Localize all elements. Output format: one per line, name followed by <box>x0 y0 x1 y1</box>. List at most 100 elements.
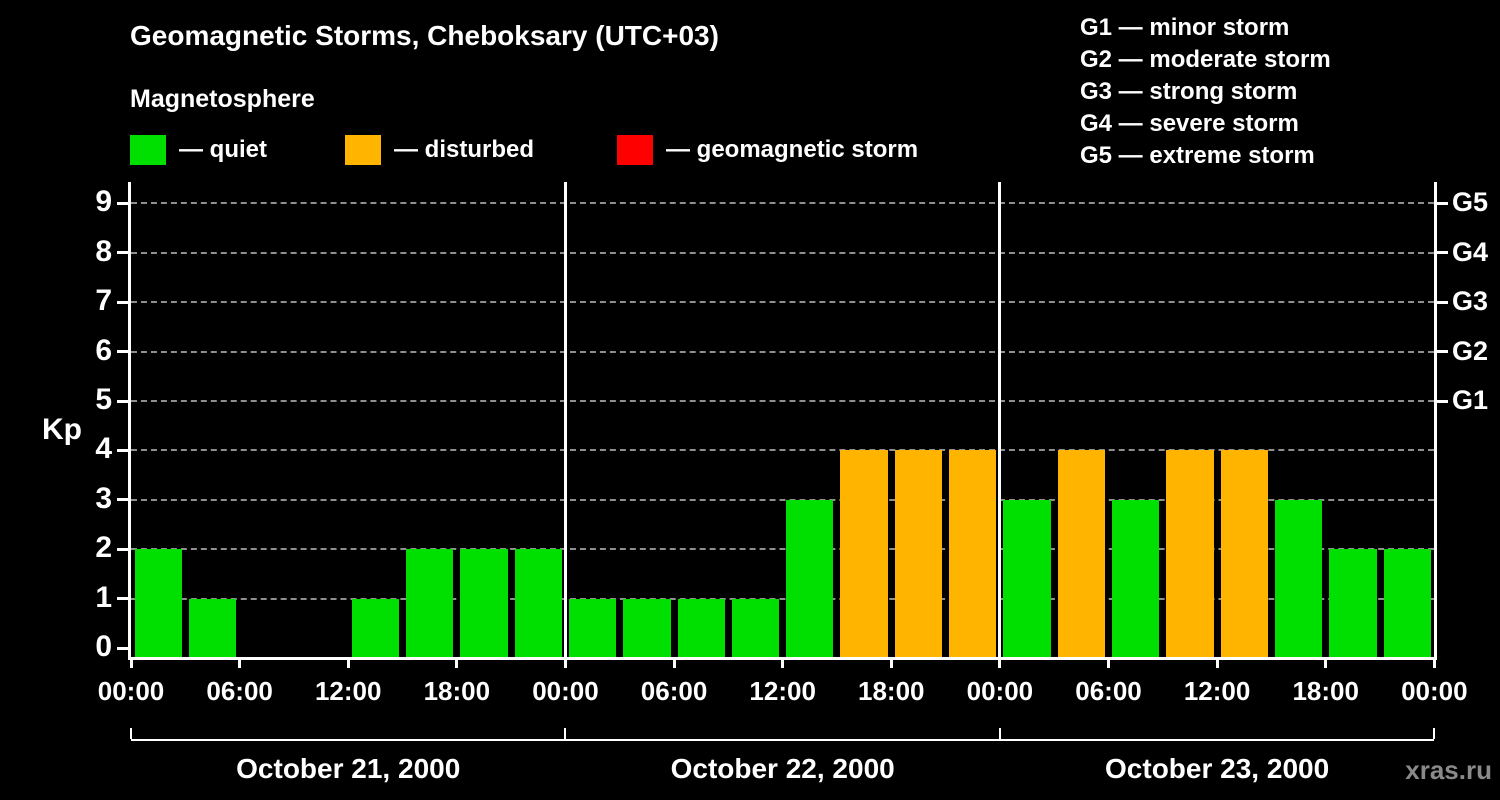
kp-bar <box>786 499 834 657</box>
storm-scale-line: G1 — minor storm <box>1080 14 1290 41</box>
day-divider-line <box>998 182 1002 657</box>
gridline-kp-1 <box>131 597 1435 600</box>
g-scale-label: G4 <box>1452 236 1489 267</box>
g-scale-label: G5 <box>1452 187 1489 218</box>
legend-item: — geomagnetic storm <box>617 133 918 167</box>
storm-scale-line: G4 — severe storm <box>1080 110 1299 137</box>
date-bracket-tick <box>1433 728 1436 739</box>
x-axis-line <box>128 657 1437 660</box>
gridline-kp-6 <box>131 350 1435 353</box>
x-axis-tick <box>1215 660 1219 668</box>
y-axis-tick <box>117 251 128 255</box>
legend-item: — disturbed <box>345 133 534 167</box>
kp-bar <box>1003 499 1051 657</box>
y-axis-title: Kp <box>42 413 82 446</box>
x-axis-time-label: 06:00 <box>640 676 708 706</box>
kp-bar <box>1220 450 1268 657</box>
x-axis-tick <box>1324 660 1328 668</box>
kp-bar <box>1166 450 1214 657</box>
storm-scale-line: G2 — moderate storm <box>1080 46 1331 73</box>
kp-bar <box>406 549 454 657</box>
kp-bar <box>894 450 943 657</box>
right-axis-tick <box>1437 399 1448 403</box>
x-axis-time-label: 00:00 <box>1401 676 1468 706</box>
y-axis-label: 2 <box>95 531 112 565</box>
kp-bar <box>677 598 725 657</box>
right-axis-tick <box>1437 350 1448 354</box>
legend-swatch <box>130 135 166 165</box>
kp-bar <box>568 598 617 657</box>
g-scale-label: G3 <box>1452 286 1489 317</box>
gridline-kp-9 <box>131 202 1435 205</box>
x-axis-tick <box>346 660 350 668</box>
y-axis-tick <box>117 300 128 304</box>
y-axis-tick <box>117 448 128 452</box>
legend-label: — quiet <box>179 136 267 163</box>
date-bracket-tick <box>564 728 567 739</box>
x-axis-time-label: 06:00 <box>206 676 273 706</box>
legend-label: — geomagnetic storm <box>666 136 919 163</box>
g-scale-label: G1 <box>1452 385 1489 415</box>
kp-bar <box>949 450 997 657</box>
gridline-kp-7 <box>131 301 1435 304</box>
x-axis-tick <box>129 660 133 668</box>
kp-bar <box>351 598 400 657</box>
chart-title: Geomagnetic Storms, Cheboksary (UTC+03) <box>130 20 719 51</box>
x-axis-time-label: 12:00 <box>314 676 382 706</box>
kp-bar <box>1111 499 1160 657</box>
y-axis-label: 5 <box>95 383 112 416</box>
x-axis-time-label: 00:00 <box>966 676 1034 706</box>
gridline-kp-2 <box>131 548 1435 551</box>
kp-bar <box>188 598 237 657</box>
legend-label: — disturbed <box>394 136 535 163</box>
date-bracket-tick <box>998 728 1001 739</box>
x-axis-time-label: 06:00 <box>1075 676 1142 706</box>
x-axis-time-label: 12:00 <box>749 676 816 706</box>
gridline-kp-5 <box>131 400 1435 402</box>
legend-swatch <box>617 135 653 165</box>
y-axis-label: 1 <box>95 580 112 614</box>
date-label: October 21, 2000 <box>236 753 461 784</box>
x-axis-tick <box>672 660 676 668</box>
kp-bar <box>1329 549 1377 657</box>
y-axis-tick <box>117 547 128 551</box>
right-axis-tick <box>1437 300 1448 304</box>
y-axis-label: 7 <box>95 284 112 318</box>
y-axis-tick <box>117 201 128 205</box>
x-axis-time-label: 18:00 <box>1292 676 1359 706</box>
storm-scale-line: G5 — extreme storm <box>1080 142 1315 169</box>
x-axis-tick <box>781 660 785 668</box>
date-bracket-tick <box>130 728 132 739</box>
x-axis-time-label: 00:00 <box>532 676 599 706</box>
x-axis-time-label: 12:00 <box>1183 676 1251 706</box>
kp-bar <box>514 549 562 657</box>
y-axis-tick <box>117 646 128 650</box>
kp-color-legend: — quiet — disturbed — geomagnetic storm <box>0 133 1500 167</box>
y-axis-label: 9 <box>95 185 112 219</box>
x-axis-tick <box>1432 660 1436 668</box>
legend-swatch <box>345 135 381 165</box>
watermark: xras.ru <box>1405 755 1492 785</box>
x-axis-time-label: 00:00 <box>97 676 165 706</box>
g-scale-label: G2 <box>1452 335 1489 366</box>
right-axis-tick <box>1437 251 1448 255</box>
day-divider-line <box>563 182 567 657</box>
date-bracket-line <box>131 739 1435 741</box>
storm-scale-legend: G1 — minor storm G2 — moderate storm G3 — … <box>1080 12 1331 172</box>
x-axis-tick <box>238 660 242 668</box>
right-axis-line <box>1434 182 1437 660</box>
right-axis-tick <box>1437 201 1448 205</box>
x-axis-tick <box>1106 660 1110 668</box>
y-axis-label: 8 <box>95 234 112 268</box>
kp-bar <box>1274 499 1323 657</box>
kp-bar <box>460 549 508 657</box>
y-axis-label: 6 <box>95 333 112 367</box>
kp-bar <box>731 598 780 657</box>
x-axis-time-label: 18:00 <box>858 676 925 706</box>
kp-bar <box>840 450 888 657</box>
y-axis-tick <box>117 498 128 502</box>
legend-item: — quiet <box>130 133 267 167</box>
x-axis-tick <box>563 660 567 668</box>
y-axis-label: 0 <box>95 630 112 663</box>
